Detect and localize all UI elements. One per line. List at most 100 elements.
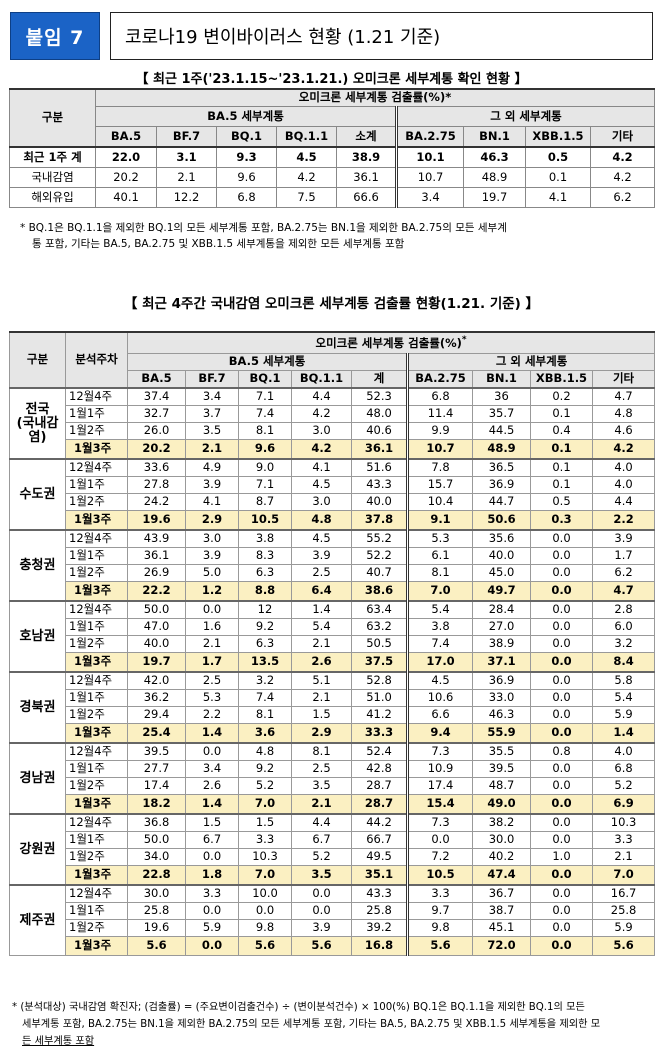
table2-cell: 39.5 [127, 742, 186, 761]
table2-cell: 0.0 [530, 777, 593, 795]
table2-cell: 7.0 [591, 865, 656, 886]
table2-row: 1월1주 36.2 5.3 7.4 2.1 51.0 10.6 33.0 0.0 5.4 [10, 689, 656, 707]
table2-cell: 5.6 [238, 936, 292, 956]
regional-subtype-table: 구분 분석주차 오미크론 세부계통 검출률(%)* BA.5 세부계통 그 외 … [9, 331, 656, 956]
table2-cell: 38.6 [351, 581, 408, 602]
table1-row-label: 최근 1주 계 [9, 146, 96, 168]
week-label: 12월4주 [65, 813, 128, 832]
table2-cell: 3.0 [185, 529, 239, 548]
table2-cell: 0.0 [291, 902, 352, 920]
table2-cell: 3.3 [591, 831, 656, 849]
table2-row: 1월3주 19.6 2.9 10.5 4.8 37.8 9.1 50.6 0.3 2.2 [10, 510, 656, 531]
table2-cell: 13.5 [238, 652, 292, 673]
table2-cell: 5.8 [591, 671, 656, 690]
document-title: 코로나19 변이바이러스 현황 (1.21 기준) [110, 12, 653, 60]
table2-row: 1월2주 17.4 2.6 5.2 3.5 28.7 17.4 48.7 0.0 5.2 [10, 777, 656, 795]
table1-title: 【 최근 1주('23.1.15~'23.1.21.) 오미크론 세부계통 확인… [135, 72, 528, 87]
table2-cell: 33.0 [472, 689, 531, 707]
table2-cell: 7.3 [406, 742, 473, 761]
table1-cell: 2.1 [156, 167, 217, 188]
table2-cell: 9.0 [238, 458, 292, 477]
table2-cell: 0.3 [530, 510, 593, 531]
table2-cell: 0.0 [530, 564, 593, 582]
table2-col-header: BA.5 [127, 370, 186, 389]
table2-cell: 6.2 [591, 564, 656, 582]
table2-cell: 3.3 [238, 831, 292, 849]
table2-cell: 4.2 [291, 439, 352, 460]
table2-cell: 7.8 [406, 458, 473, 477]
table2-cell: 37.1 [472, 652, 531, 673]
table2-col-header: BQ.1 [238, 370, 292, 389]
table2-cell: 8.1 [291, 742, 352, 761]
table2-cell: 50.6 [472, 510, 531, 531]
table2-cell: 8.1 [406, 564, 473, 582]
table2-cell: 1.5 [291, 706, 352, 724]
table2-cell: 42.8 [351, 760, 408, 778]
table2-group-header: 구분 [9, 331, 66, 389]
table2-row: 제주권 12월4주 30.0 3.3 10.0 0.0 43.3 3.3 36.7 0.0 16.7 [9, 884, 656, 956]
table1-col-header: BA.2.75 [395, 126, 464, 148]
table2-cell: 44.7 [472, 493, 531, 511]
table2-col-header: BF.7 [185, 370, 239, 389]
table2-cell: 0.0 [185, 848, 239, 866]
table2-cell: 17.0 [406, 652, 473, 673]
table2-cell: 43.3 [351, 884, 408, 903]
table2-cell: 5.1 [291, 671, 352, 690]
table2-cell: 52.4 [351, 742, 408, 761]
table1-row: 국내감염 20.2 2.1 9.6 4.2 36.1 10.7 48.9 0.1 4.2 [9, 167, 656, 188]
table1-cell: 38.9 [336, 146, 397, 168]
table2-row: 충청권 12월4주 43.9 3.0 3.8 4.5 55.2 5.3 35.6 0.0 3.9 [9, 529, 656, 602]
table2-cell: 1.6 [185, 618, 239, 636]
table2-cell: 55.2 [351, 529, 408, 548]
table2-cell: 0.4 [530, 422, 593, 440]
table2-row: 1월3주 5.6 0.0 5.6 5.6 16.8 5.6 72.0 0.0 5.6 [10, 936, 656, 956]
table2-cell: 36.8 [127, 813, 186, 832]
table2-cell: 8.8 [238, 581, 292, 602]
week-label: 12월4주 [65, 600, 128, 619]
table2-row: 1월2주 26.9 5.0 6.3 2.5 40.7 8.1 45.0 0.0 6.2 [10, 564, 656, 582]
table1-cell: 3.4 [395, 187, 464, 208]
week-label: 12월4주 [65, 884, 128, 903]
table2-cell: 10.3 [238, 848, 292, 866]
table2-cell: 3.3 [185, 884, 239, 903]
table2-cell: 4.2 [291, 405, 352, 423]
table2-cell: 2.5 [185, 671, 239, 690]
table2-cell: 1.4 [185, 723, 239, 744]
table1-cell: 19.7 [463, 187, 526, 208]
table2-cell: 1.4 [185, 794, 239, 815]
week-label: 12월4주 [65, 387, 128, 406]
table2-other-group: 그 외 세부계통 [405, 353, 656, 371]
table2-cell: 3.4 [185, 760, 239, 778]
table1-col-header: BF.7 [156, 126, 217, 148]
table2-cell: 9.2 [238, 760, 292, 778]
table2-cell: 41.2 [351, 706, 408, 724]
table2-cell: 5.9 [185, 919, 239, 937]
table2-row: 강원권 12월4주 36.8 1.5 1.5 4.4 44.2 7.3 38.2 0.0 10.3 [9, 813, 656, 886]
table2-cell: 32.7 [127, 405, 186, 423]
table2-cell: 7.0 [406, 581, 473, 602]
table2-cell: 7.1 [238, 476, 292, 494]
table2-cell: 40.0 [127, 635, 186, 653]
table2-cell: 1.7 [185, 652, 239, 673]
table2-cell: 2.6 [291, 652, 352, 673]
table2-cell: 9.2 [238, 618, 292, 636]
week-label: 1월1주 [65, 689, 128, 707]
table1-group-header: 구분 [9, 88, 96, 148]
table2-cell: 1.4 [591, 723, 656, 744]
table2-cell: 0.0 [185, 902, 239, 920]
table1-row: 해외유입 40.1 12.2 6.8 7.5 66.6 3.4 19.7 4.1 6.2 [9, 187, 656, 208]
region-name: 경남권 [9, 742, 66, 815]
table2-cell: 19.7 [127, 652, 186, 673]
table2-cell: 4.9 [185, 458, 239, 477]
table2-cell: 0.0 [530, 794, 593, 815]
table2-cell: 9.8 [406, 919, 473, 937]
table2-cell: 0.0 [530, 581, 593, 602]
table2-cell: 36.5 [472, 458, 531, 477]
table1-cell: 36.1 [336, 167, 397, 188]
table2-cell: 3.4 [185, 387, 239, 406]
table2-cell: 3.9 [291, 919, 352, 937]
table2-cell: 28.7 [351, 794, 408, 815]
week-label: 1월2주 [65, 777, 128, 795]
table2-cell: 39.2 [351, 919, 408, 937]
table2-cell: 5.2 [238, 777, 292, 795]
